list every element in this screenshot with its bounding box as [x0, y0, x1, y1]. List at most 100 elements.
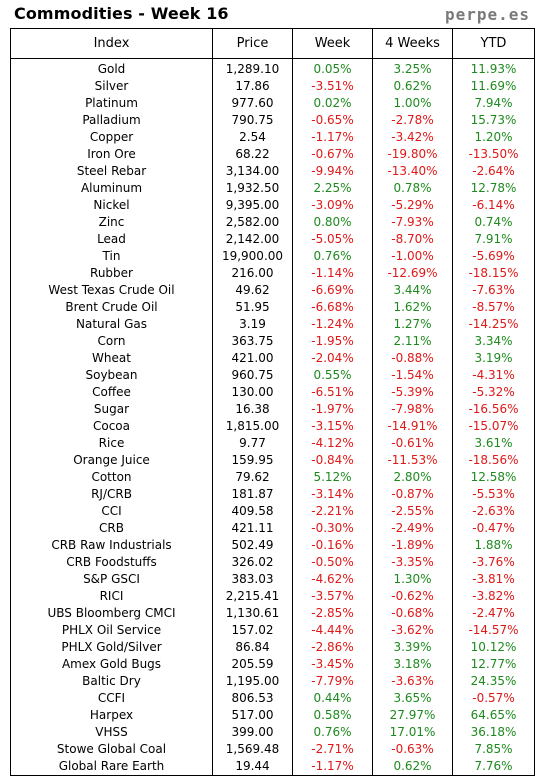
- ytd-change-cell: 7.85%: [452, 741, 535, 758]
- week-change-cell: -1.24%: [292, 316, 373, 333]
- index-cell: Steel Rebar: [10, 163, 213, 180]
- table-row: Cocoa 1,815.00 -3.15% -14.91% -15.07%: [10, 418, 535, 435]
- table-row: Silver 17.86 -3.51% 0.62% 11.69%: [10, 78, 535, 95]
- table-row: Gold 1,289.10 0.05% 3.25% 11.93%: [10, 58, 535, 78]
- index-cell: Wheat: [10, 350, 213, 367]
- price-cell: 130.00: [212, 384, 293, 401]
- price-cell: 205.59: [212, 656, 293, 673]
- four-week-change-cell: 2.11%: [372, 333, 453, 350]
- ytd-change-cell: 7.91%: [452, 231, 535, 248]
- price-cell: 1,195.00: [212, 673, 293, 690]
- week-change-cell: 5.12%: [292, 469, 373, 486]
- price-cell: 3.19: [212, 316, 293, 333]
- index-cell: Stowe Global Coal: [10, 741, 213, 758]
- table-row: RJ/CRB 181.87 -3.14% -0.87% -5.53%: [10, 486, 535, 503]
- four-week-change-cell: -5.29%: [372, 197, 453, 214]
- ytd-change-cell: 12.58%: [452, 469, 535, 486]
- table-row: Harpex 517.00 0.58% 27.97% 64.65%: [10, 707, 535, 724]
- ytd-change-cell: -15.07%: [452, 418, 535, 435]
- index-cell: Lead: [10, 231, 213, 248]
- index-cell: Baltic Dry: [10, 673, 213, 690]
- week-change-cell: -6.69%: [292, 282, 373, 299]
- ytd-change-cell: 24.35%: [452, 673, 535, 690]
- price-cell: 502.49: [212, 537, 293, 554]
- column-header-ytd: YTD: [452, 28, 535, 59]
- price-cell: 2,142.00: [212, 231, 293, 248]
- table-row: Wheat 421.00 -2.04% -0.88% 3.19%: [10, 350, 535, 367]
- four-week-change-cell: -13.40%: [372, 163, 453, 180]
- index-cell: Soybean: [10, 367, 213, 384]
- table-row: Aluminum 1,932.50 2.25% 0.78% 12.78%: [10, 180, 535, 197]
- price-cell: 9,395.00: [212, 197, 293, 214]
- price-cell: 3,134.00: [212, 163, 293, 180]
- week-change-cell: -7.79%: [292, 673, 373, 690]
- ytd-change-cell: -7.63%: [452, 282, 535, 299]
- ytd-change-cell: -14.25%: [452, 316, 535, 333]
- four-week-change-cell: -0.88%: [372, 350, 453, 367]
- column-header-week: Week: [292, 28, 373, 59]
- week-change-cell: -3.09%: [292, 197, 373, 214]
- ytd-change-cell: 12.77%: [452, 656, 535, 673]
- price-cell: 86.84: [212, 639, 293, 656]
- week-change-cell: -1.17%: [292, 129, 373, 146]
- week-change-cell: -2.71%: [292, 741, 373, 758]
- week-change-cell: 0.80%: [292, 214, 373, 231]
- ytd-change-cell: -18.15%: [452, 265, 535, 282]
- ytd-change-cell: -13.50%: [452, 146, 535, 163]
- price-cell: 1,932.50: [212, 180, 293, 197]
- commodities-table: Index Price Week 4 Weeks YTD Gold 1,289.1…: [10, 28, 535, 776]
- ytd-change-cell: -16.56%: [452, 401, 535, 418]
- price-cell: 216.00: [212, 265, 293, 282]
- index-cell: Amex Gold Bugs: [10, 656, 213, 673]
- four-week-change-cell: -8.70%: [372, 231, 453, 248]
- four-week-change-cell: 1.62%: [372, 299, 453, 316]
- four-week-change-cell: -12.69%: [372, 265, 453, 282]
- index-cell: Cocoa: [10, 418, 213, 435]
- table-row: CRB 421.11 -0.30% -2.49% -0.47%: [10, 520, 535, 537]
- ytd-change-cell: 3.61%: [452, 435, 535, 452]
- table-row: CCI 409.58 -2.21% -2.55% -2.63%: [10, 503, 535, 520]
- four-week-change-cell: 0.62%: [372, 78, 453, 95]
- ytd-change-cell: 7.94%: [452, 95, 535, 112]
- price-cell: 181.87: [212, 486, 293, 503]
- week-change-cell: -0.30%: [292, 520, 373, 537]
- four-week-change-cell: -7.93%: [372, 214, 453, 231]
- index-cell: Nickel: [10, 197, 213, 214]
- table-row: Global Rare Earth 19.44 -1.17% 0.62% 7.76%: [10, 758, 535, 776]
- week-change-cell: -3.14%: [292, 486, 373, 503]
- table-row: Iron Ore 68.22 -0.67% -19.80% -13.50%: [10, 146, 535, 163]
- week-change-cell: 0.76%: [292, 724, 373, 741]
- week-change-cell: -5.05%: [292, 231, 373, 248]
- four-week-change-cell: -3.63%: [372, 673, 453, 690]
- index-cell: PHLX Oil Service: [10, 622, 213, 639]
- table-header: Index Price Week 4 Weeks YTD: [10, 28, 535, 59]
- week-change-cell: -4.12%: [292, 435, 373, 452]
- price-cell: 421.11: [212, 520, 293, 537]
- table-row: Zinc 2,582.00 0.80% -7.93% 0.74%: [10, 214, 535, 231]
- week-change-cell: -0.16%: [292, 537, 373, 554]
- four-week-change-cell: -3.35%: [372, 554, 453, 571]
- four-week-change-cell: -14.91%: [372, 418, 453, 435]
- table-row: Amex Gold Bugs 205.59 -3.45% 3.18% 12.77%: [10, 656, 535, 673]
- four-week-change-cell: -7.98%: [372, 401, 453, 418]
- index-cell: RJ/CRB: [10, 486, 213, 503]
- index-cell: Coffee: [10, 384, 213, 401]
- price-cell: 1,130.61: [212, 605, 293, 622]
- ytd-change-cell: 1.20%: [452, 129, 535, 146]
- week-change-cell: -0.84%: [292, 452, 373, 469]
- week-change-cell: 0.05%: [292, 58, 373, 78]
- table-row: CRB Foodstuffs 326.02 -0.50% -3.35% -3.76%: [10, 554, 535, 571]
- four-week-change-cell: -3.62%: [372, 622, 453, 639]
- ytd-change-cell: 7.76%: [452, 758, 535, 776]
- index-cell: Global Rare Earth: [10, 758, 213, 776]
- table-row: Tin 19,900.00 0.76% -1.00% -5.69%: [10, 248, 535, 265]
- index-cell: Cotton: [10, 469, 213, 486]
- index-cell: RICI: [10, 588, 213, 605]
- table-row: West Texas Crude Oil 49.62 -6.69% 3.44% -7.6…: [10, 282, 535, 299]
- four-week-change-cell: -1.00%: [372, 248, 453, 265]
- column-header-index: Index: [10, 28, 213, 59]
- week-change-cell: -4.62%: [292, 571, 373, 588]
- week-change-cell: -1.17%: [292, 758, 373, 776]
- index-cell: Natural Gas: [10, 316, 213, 333]
- table-row: Brent Crude Oil 51.95 -6.68% 1.62% -8.57%: [10, 299, 535, 316]
